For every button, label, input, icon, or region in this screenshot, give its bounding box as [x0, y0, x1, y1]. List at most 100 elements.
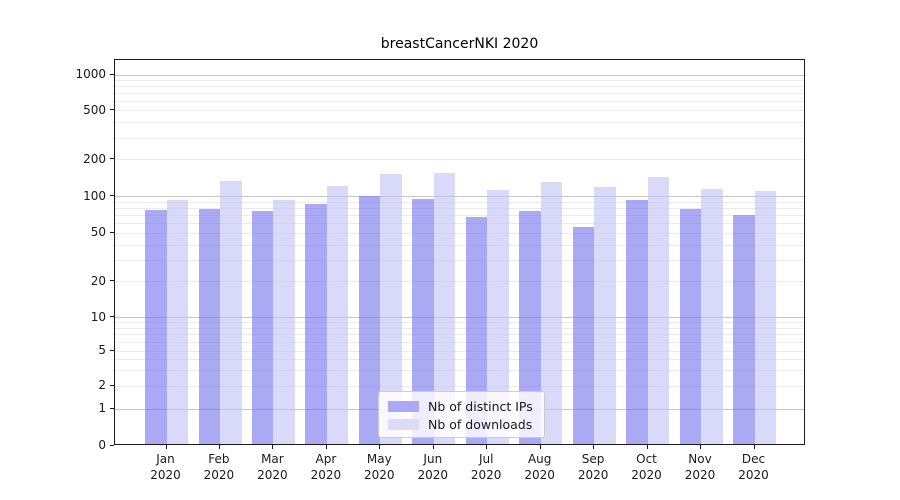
x-axis-tick-label: Feb 2020	[203, 452, 235, 482]
y-tick-mark	[110, 158, 114, 160]
y-tick-mark	[110, 316, 114, 318]
x-tick-mark	[218, 445, 220, 449]
y-axis-tick-label: 100	[83, 188, 106, 203]
gridline-minor	[115, 86, 804, 88]
bar-distinct-ips	[305, 204, 327, 444]
bar-distinct-ips	[519, 211, 541, 444]
legend-swatch-distinct-ips	[388, 400, 419, 412]
y-axis-tick-label: 200	[83, 151, 106, 166]
x-axis-tick-label: Dec 2020	[738, 452, 769, 482]
gridline-minor	[115, 385, 804, 387]
gridline-minor	[115, 259, 804, 261]
gridline-minor	[115, 101, 804, 102]
y-tick-mark	[110, 195, 114, 197]
bar-downloads	[166, 200, 188, 444]
legend-item-downloads: Nb of downloads	[388, 416, 535, 432]
gridline-minor	[115, 281, 804, 283]
gridline-minor	[115, 159, 804, 161]
gridline-minor	[115, 328, 804, 330]
bar-downloads	[380, 174, 402, 444]
y-axis-tick-label: 10	[90, 309, 106, 324]
gridline-minor	[115, 341, 804, 343]
gridline-minor	[115, 122, 804, 124]
x-tick-mark	[325, 445, 327, 449]
x-tick-mark	[486, 445, 488, 449]
bar-downloads	[594, 187, 616, 444]
x-axis-tick-label: Nov 2020	[684, 452, 716, 482]
legend-item-distinct-ips: Nb of distinct IPs	[388, 398, 535, 414]
legend: Nb of distinct IPs Nb of downloads	[378, 391, 545, 438]
gridline-minor	[115, 370, 804, 372]
x-tick-mark	[539, 445, 541, 449]
gridline-minor	[115, 110, 804, 112]
x-axis-tick-label: Sep 2020	[577, 452, 609, 482]
y-tick-mark	[110, 280, 114, 282]
legend-label-downloads: Nb of downloads	[428, 416, 533, 432]
x-tick-mark	[646, 445, 648, 449]
bar-downloads	[701, 189, 723, 444]
gridline-minor	[115, 350, 804, 352]
x-tick-mark	[272, 445, 274, 449]
plot-area	[114, 59, 805, 445]
gridline-minor	[115, 201, 804, 203]
y-axis-tick-label: 20	[90, 273, 106, 288]
bar-downloads	[487, 190, 509, 444]
x-tick-mark	[753, 445, 755, 449]
bar-distinct-ips	[572, 227, 595, 444]
gridline-major	[115, 74, 804, 76]
bar-downloads	[647, 177, 669, 444]
bar-distinct-ips	[465, 217, 488, 444]
bar-distinct-ips	[251, 211, 274, 444]
gridline-minor	[115, 232, 804, 234]
x-axis-tick-label: Mar 2020	[257, 452, 288, 482]
x-tick-mark	[700, 445, 701, 449]
gridline-minor	[115, 223, 804, 225]
gridline-minor	[115, 215, 804, 216]
y-axis-tick-label: 5	[98, 343, 106, 358]
bar-distinct-ips	[198, 209, 220, 444]
x-axis-tick-label: Oct 2020	[631, 452, 662, 482]
gridline-minor	[115, 93, 804, 95]
x-tick-mark	[165, 445, 167, 449]
y-tick-mark	[110, 109, 114, 111]
legend-label-distinct-ips: Nb of distinct IPs	[428, 398, 533, 414]
y-axis-tick-label: 500	[83, 102, 106, 117]
x-axis-tick-label: May 2020	[364, 452, 395, 482]
bar-downloads	[433, 173, 456, 444]
y-tick-mark	[110, 231, 114, 233]
legend-swatch-downloads	[388, 418, 419, 430]
x-axis-tick-label: Jul 2020	[470, 452, 502, 482]
gridline-minor	[115, 80, 804, 81]
bar-downloads	[273, 200, 295, 444]
gridline-minor	[115, 137, 804, 139]
bar-distinct-ips	[412, 199, 434, 444]
bar-downloads	[326, 186, 349, 444]
bar-distinct-ips	[733, 215, 755, 444]
bar-distinct-ips	[679, 209, 701, 444]
y-axis-tick-label: 2	[98, 378, 106, 393]
y-tick-mark	[110, 73, 114, 75]
bar-distinct-ips	[358, 196, 381, 444]
y-tick-mark	[110, 384, 114, 386]
y-tick-mark	[110, 444, 114, 446]
y-axis-tick-label: 50	[90, 225, 106, 240]
bar-downloads	[540, 182, 563, 444]
y-tick-mark	[110, 349, 114, 351]
bar-downloads	[754, 191, 776, 444]
y-axis-tick-label: 1000	[75, 67, 106, 82]
x-axis-tick-label: Jun 2020	[417, 452, 449, 482]
gridline-minor	[115, 359, 804, 361]
y-axis-tick-label: 0	[98, 438, 106, 452]
bar-distinct-ips	[626, 200, 648, 444]
gridline-minor	[115, 334, 804, 336]
gridline-major	[115, 317, 804, 319]
x-axis-tick-label: Jan 2020	[150, 452, 181, 482]
x-axis-tick-label: Aug 2020	[524, 452, 555, 482]
bar-distinct-ips	[145, 210, 167, 444]
gridline-minor	[115, 207, 804, 209]
gridline-minor	[115, 322, 804, 324]
bar-downloads	[220, 181, 242, 444]
x-tick-mark	[379, 445, 381, 449]
gridline-minor	[115, 244, 804, 246]
